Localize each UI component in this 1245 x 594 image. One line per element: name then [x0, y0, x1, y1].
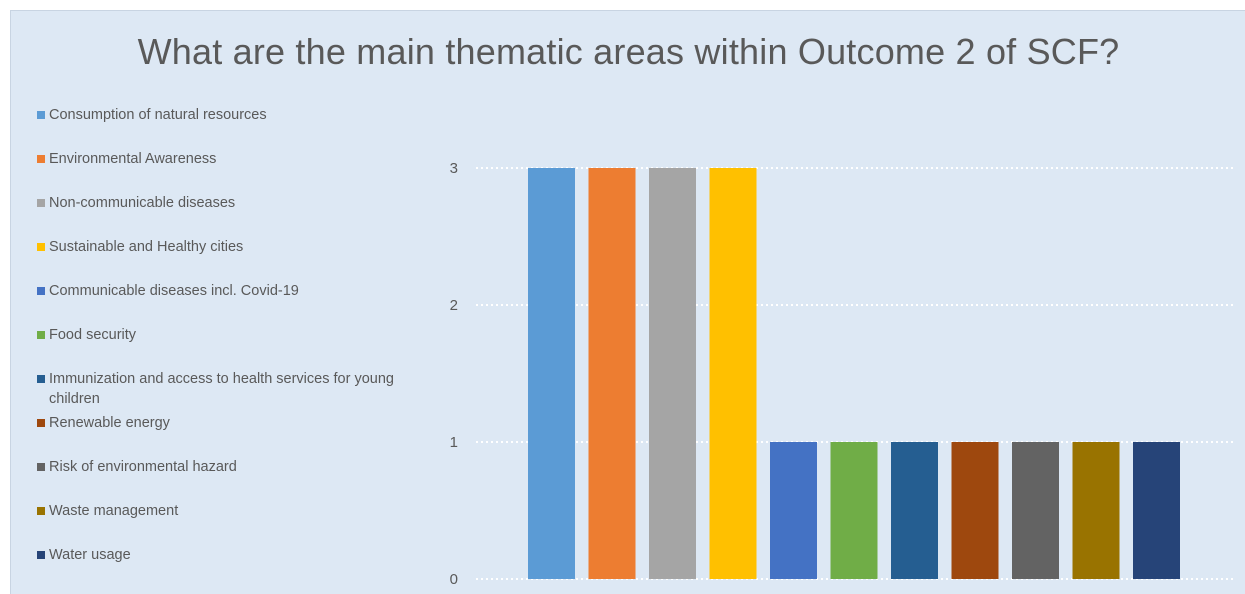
legend-item: Immunization and access to health servic…: [37, 369, 447, 409]
legend-item: Consumption of natural resources: [37, 105, 447, 125]
y-tick-label: 2: [450, 297, 458, 314]
legend-label: Food security: [49, 327, 137, 343]
legend-label: Consumption of natural resources: [49, 107, 267, 123]
legend-item: Food security: [37, 325, 447, 345]
legend-label: Sustainable and Healthy cities: [49, 239, 244, 255]
legend-item: Waste management: [37, 501, 447, 521]
bar: [1133, 442, 1180, 579]
bar: [891, 442, 938, 579]
legend-label: Immunization and access to health servic…: [49, 371, 394, 407]
bar: [709, 168, 757, 579]
bar: [649, 168, 696, 579]
legend-swatch: [37, 243, 45, 251]
bar: [1012, 442, 1059, 579]
legend-label: Communicable diseases incl. Covid-19: [49, 283, 299, 299]
legend-item: Sustainable and Healthy cities: [37, 237, 447, 257]
legend-swatch: [37, 155, 45, 163]
legend-swatch: [37, 507, 45, 515]
legend-item: Water usage: [37, 545, 447, 565]
legend-label: Water usage: [49, 547, 131, 563]
bar: [588, 168, 636, 579]
chart-area: What are the main thematic areas within …: [10, 10, 1245, 594]
legend-item: Risk of environmental hazard: [37, 457, 447, 477]
legend-label: Environmental Awareness: [49, 151, 217, 167]
legend-swatch: [37, 463, 45, 471]
legend-item: Environmental Awareness: [37, 149, 447, 169]
legend-swatch: [37, 287, 45, 295]
bar: [830, 442, 878, 579]
chart-title: What are the main thematic areas within …: [137, 31, 1120, 72]
legend-swatch: [37, 199, 45, 207]
y-tick-label: 1: [450, 434, 458, 451]
y-tick-label: 3: [450, 160, 458, 177]
legend-swatch: [37, 419, 45, 427]
legend-label: Renewable energy: [49, 415, 170, 431]
legend-item: Renewable energy: [37, 413, 447, 433]
legend-swatch: [37, 551, 45, 559]
legend-label: Non-communicable diseases: [49, 195, 236, 211]
plot-area: 0 1 2 3: [450, 160, 1233, 588]
legend-swatch: [37, 331, 45, 339]
bar: [528, 168, 575, 579]
legend-item: Non-communicable diseases: [37, 193, 447, 213]
bar: [951, 442, 999, 579]
bar: [1072, 442, 1120, 579]
legend-item: Communicable diseases incl. Covid-19: [37, 281, 447, 301]
y-tick-label: 0: [450, 571, 458, 588]
legend-label: Waste management: [49, 503, 179, 519]
legend-swatch: [37, 111, 45, 119]
legend-swatch: [37, 375, 45, 383]
legend-label: Risk of environmental hazard: [49, 459, 237, 475]
bar: [770, 442, 817, 579]
